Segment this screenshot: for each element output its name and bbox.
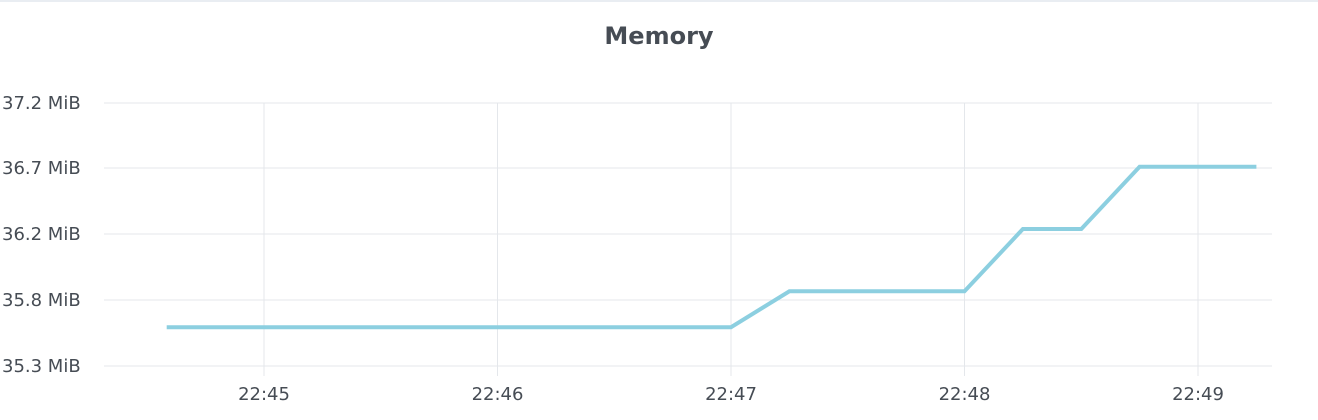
y-tick-label: 36.2 MiB <box>2 224 81 245</box>
y-tick-label: 37.2 MiB <box>2 93 81 114</box>
y-tick-label: 35.3 MiB <box>2 356 81 377</box>
series-layer <box>166 164 1257 330</box>
x-tick-label: 22:45 <box>238 384 290 405</box>
x-tick-label: 22:47 <box>705 384 757 405</box>
y-tick-label: 35.8 MiB <box>2 290 81 311</box>
y-tick-label: 36.7 MiB <box>2 158 81 179</box>
x-tick-label: 22:49 <box>1172 384 1224 405</box>
grid <box>104 102 1272 376</box>
x-axis-ticks: 22:45 22:46 22:47 22:48 22:49 <box>238 384 1224 405</box>
x-tick-label: 22:48 <box>939 384 991 405</box>
x-tick-label: 22:46 <box>472 384 524 405</box>
panel-title: Memory <box>604 22 714 50</box>
memory-series-line <box>166 164 1257 330</box>
y-axis-ticks: 37.2 MiB 36.7 MiB 36.2 MiB 35.8 MiB 35.3 MiB <box>2 93 81 377</box>
